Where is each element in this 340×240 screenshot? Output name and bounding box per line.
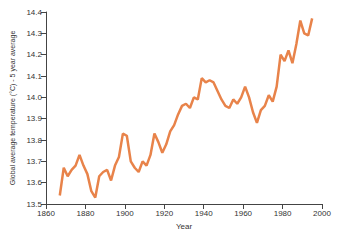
svg-text:2000: 2000 [313,209,331,218]
svg-text:13.7: 13.7 [26,157,42,166]
svg-text:14.3: 14.3 [26,29,42,38]
svg-text:1860: 1860 [37,209,55,218]
svg-text:Year: Year [176,222,193,231]
svg-text:14.2: 14.2 [26,50,42,59]
svg-text:1980: 1980 [274,209,292,218]
svg-text:1880: 1880 [77,209,95,218]
svg-text:14.1: 14.1 [26,72,42,81]
svg-text:1920: 1920 [155,209,173,218]
svg-text:13.9: 13.9 [26,114,42,123]
svg-text:13.6: 13.6 [26,178,42,187]
svg-text:1960: 1960 [234,209,252,218]
svg-text:1900: 1900 [116,209,134,218]
svg-text:Global average temperature (°C: Global average temperature (°C) - 5 year… [9,31,17,186]
svg-text:1940: 1940 [195,209,213,218]
svg-text:14.0: 14.0 [26,93,42,102]
svg-text:13.5: 13.5 [26,200,42,209]
svg-text:14.4: 14.4 [26,8,42,17]
svg-text:13.8: 13.8 [26,136,42,145]
